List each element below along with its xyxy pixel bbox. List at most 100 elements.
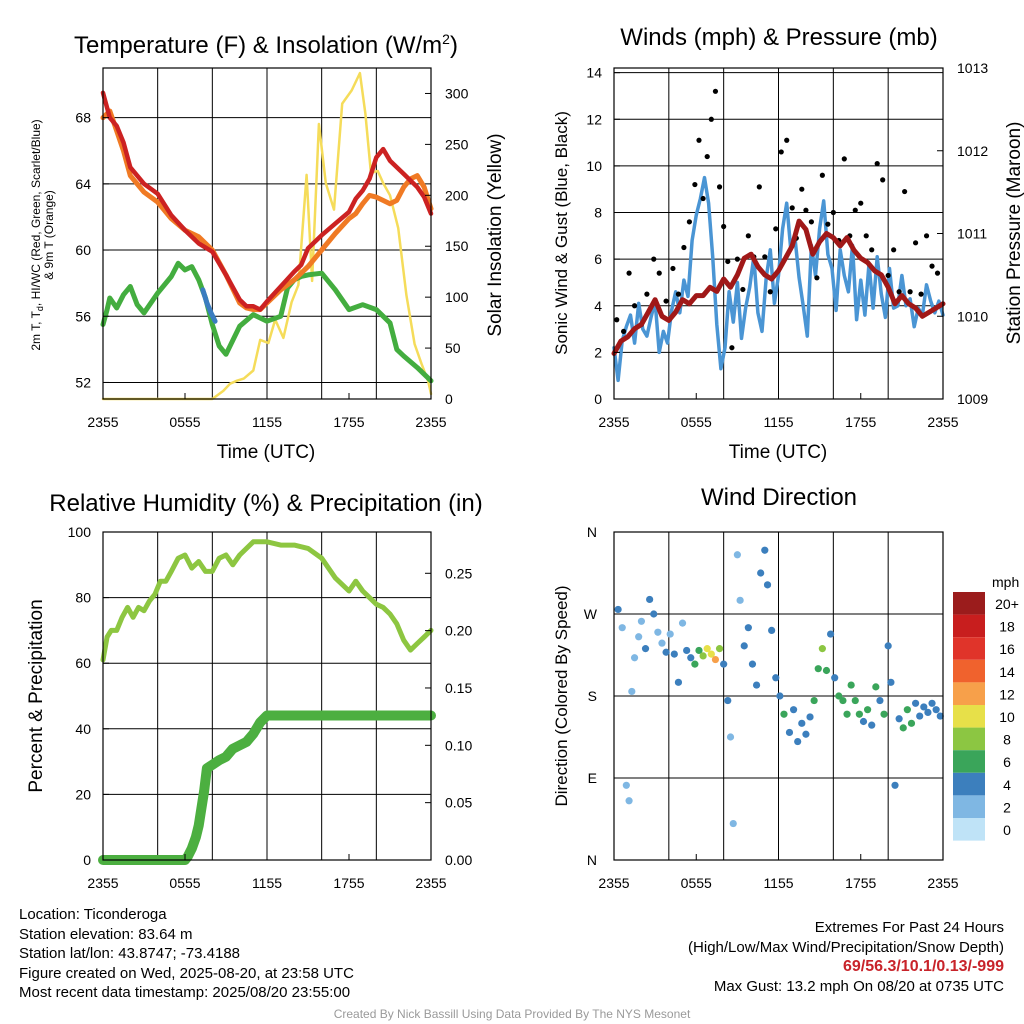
wind-direction-point xyxy=(674,678,683,686)
wind-direction-point xyxy=(880,710,888,718)
wind-y-tick-label: 8 xyxy=(594,205,602,221)
wind-pressure-panel: Winds (mph) & Pressure (mb) 2355 0555 1155… xyxy=(552,24,1024,463)
gust-point xyxy=(745,233,751,239)
gust-point xyxy=(716,184,723,190)
wind-direction-point xyxy=(670,650,678,658)
solar-insolation-line xyxy=(101,71,433,401)
legend-label: 6 xyxy=(1003,754,1011,770)
wind-y-tick-label: 12 xyxy=(586,111,602,127)
temp-y-tick-label: 68 xyxy=(75,110,91,126)
gust-point xyxy=(880,177,886,183)
gust-point xyxy=(773,226,779,232)
wind-direction-point xyxy=(928,699,936,707)
direction-tick-label: W xyxy=(584,606,598,622)
gust-point xyxy=(663,298,669,304)
wind-direction-point xyxy=(752,681,761,689)
max-gust: Max Gust: 13.2 mph On 08/20 at 0735 UTC xyxy=(713,977,1004,995)
wind-direction-point xyxy=(899,724,907,732)
most-recent-data: Most recent data timestamp: 2025/08/20 2… xyxy=(19,984,351,1001)
wind-direction-point xyxy=(683,646,691,655)
gust-point xyxy=(762,254,768,260)
wind-direction-point xyxy=(911,699,920,707)
wind-direction-point xyxy=(895,715,903,723)
x-tick-label: 0555 xyxy=(681,875,712,891)
precip-y-tick-label: 0.00 xyxy=(445,852,472,868)
wind-direction-point xyxy=(761,546,769,554)
wind-direction-point xyxy=(707,650,715,658)
x-tick-label: 2355 xyxy=(598,875,629,891)
wind-direction-point xyxy=(872,683,880,691)
wind-direction-point xyxy=(864,706,872,714)
extremes-info: Extremes For Past 24 Hours (High/Low/Max… xyxy=(688,918,1004,996)
rh-y-tick-label: 80 xyxy=(75,590,91,606)
legend-title: mph xyxy=(992,574,1019,590)
temp-y-tick-label: 56 xyxy=(75,308,91,324)
legend-label: 10 xyxy=(999,709,1015,725)
relative-humidity-line xyxy=(100,539,434,663)
x-tick-label: 1755 xyxy=(333,414,364,430)
wind-direction-point xyxy=(724,696,732,705)
wind-direction-point xyxy=(654,628,662,636)
wind-direction-point xyxy=(887,678,895,686)
gust-point xyxy=(869,247,875,253)
rh-y-tick-label: 40 xyxy=(75,721,91,737)
wind-y-tick-label: 2 xyxy=(594,344,602,360)
x-tick-label: 0555 xyxy=(681,414,712,430)
gust-point xyxy=(681,244,687,251)
rh-y-tick-label: 60 xyxy=(75,655,91,671)
precip-y-tick-label: 0.05 xyxy=(445,795,472,811)
gust-point xyxy=(614,317,620,323)
extremes-values: 69/56.3/10.1/0.13/-999 xyxy=(842,958,1004,975)
station-info: Location: Ticonderoga Station elevation:… xyxy=(19,905,354,1003)
gust-point xyxy=(874,160,880,167)
gust-point xyxy=(696,137,702,143)
solar-y-tick-label: 150 xyxy=(445,238,469,254)
wind-direction-point xyxy=(810,696,818,705)
wind-direction-point xyxy=(630,654,639,662)
wind-direction-point xyxy=(703,645,711,653)
gust-point xyxy=(907,289,913,295)
station-latlon: Station lat/lon: 43.8747; -73.4188 xyxy=(19,945,241,962)
wind-direction-point xyxy=(691,660,699,668)
wind-direction-point xyxy=(666,630,674,638)
wind-direction-point xyxy=(726,733,735,741)
solar-y-tick-label: 300 xyxy=(445,85,469,101)
solar-y-tick-label: 100 xyxy=(445,289,469,305)
legend-label: 18 xyxy=(999,619,1015,635)
humidity-precip-panel: Relative Humidity (%) & Precipitation (i… xyxy=(26,490,483,891)
wind-direction-point xyxy=(695,646,703,655)
wind-direction-point xyxy=(776,692,784,700)
gust-point xyxy=(626,270,632,276)
wind-direction-point xyxy=(699,652,707,660)
wind-direction-point xyxy=(715,645,724,653)
rh-y-tick-label: 0 xyxy=(83,852,91,868)
wind-direction-point xyxy=(622,781,630,789)
gust-point xyxy=(756,184,762,190)
legend-label: 16 xyxy=(999,641,1015,657)
gust-point xyxy=(740,286,746,293)
legend-swatch xyxy=(953,637,985,660)
gust-point xyxy=(863,233,869,239)
legend-swatch xyxy=(953,727,985,751)
gust-point xyxy=(803,207,809,213)
x-tick-label: 1155 xyxy=(252,875,282,891)
wind-direction-point xyxy=(855,710,863,718)
credit-footer: Created By Nick Bassill Using Data Provi… xyxy=(333,1007,691,1021)
wind-direction-point xyxy=(744,624,752,632)
legend-swatch xyxy=(953,795,985,818)
wind-direction-point xyxy=(625,797,633,805)
x-tick-label: 2355 xyxy=(415,875,446,891)
gust-point xyxy=(830,209,836,216)
wind-direction-point xyxy=(736,596,744,604)
direction-tick-label: N xyxy=(587,852,597,868)
humidity-panel-title: Relative Humidity (%) & Precipitation (i… xyxy=(49,490,482,517)
gust-point xyxy=(819,172,825,178)
x-tick-label: 1155 xyxy=(252,414,282,430)
gust-point xyxy=(734,256,740,262)
wind-direction-point xyxy=(932,706,940,714)
x-tick-label: 2355 xyxy=(87,414,118,430)
temp-y-tick-label: 64 xyxy=(75,176,91,192)
gust-point xyxy=(675,291,682,297)
legend-label: 2 xyxy=(1003,799,1011,815)
gust-point xyxy=(841,156,847,162)
